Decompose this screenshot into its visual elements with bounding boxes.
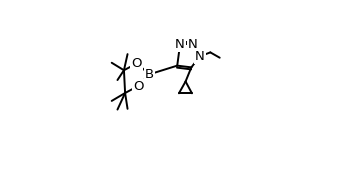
Text: N: N	[175, 38, 185, 50]
Text: O: O	[131, 57, 142, 70]
Text: B: B	[145, 68, 154, 81]
Text: N: N	[195, 50, 205, 63]
Text: O: O	[133, 80, 143, 93]
Text: N: N	[188, 38, 198, 50]
